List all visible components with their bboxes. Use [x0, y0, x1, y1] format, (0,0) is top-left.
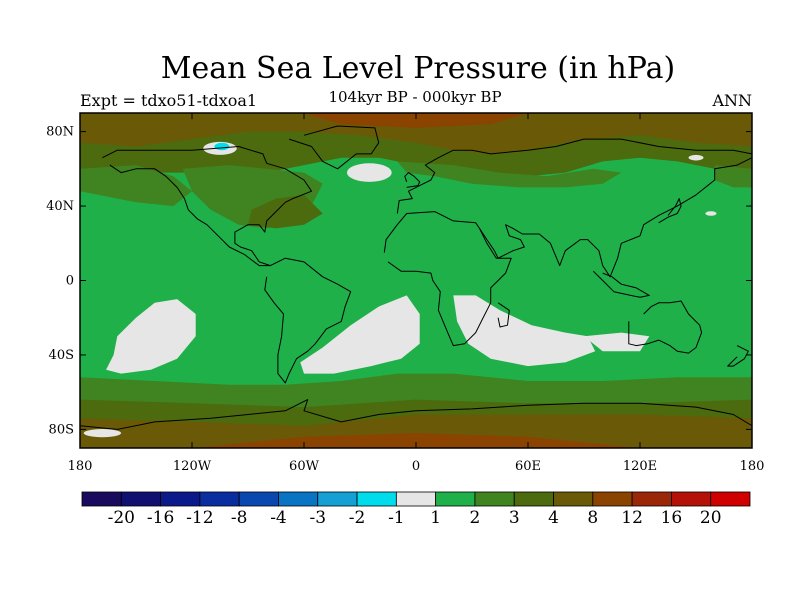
south-atlantic-low-anomaly — [300, 295, 420, 374]
colorbar-swatch — [317, 491, 358, 507]
coast-antarctica — [80, 399, 752, 430]
colorbar-label: 8 — [587, 508, 598, 528]
colorbar-swatch — [395, 491, 437, 507]
colorbar-label: 4 — [548, 508, 559, 528]
hudson-bay-negative-spot — [214, 142, 230, 151]
colorbar-swatch — [513, 491, 554, 507]
siberia-low-spot — [688, 154, 704, 161]
colorbar-label: -20 — [108, 508, 135, 528]
colorbar-label: -2 — [349, 508, 366, 528]
colorbar-swatch — [238, 491, 279, 507]
coast-new-zealand — [727, 345, 749, 367]
colorbar-label: 1 — [430, 508, 441, 528]
north-atlantic-positive — [248, 194, 323, 229]
colorbar-label: -3 — [309, 508, 326, 528]
northwest-pacific-low-spot — [705, 211, 717, 216]
colorbar-label: -8 — [231, 508, 248, 528]
coast-north-america — [102, 146, 312, 267]
arctic-anomaly-max — [304, 113, 528, 128]
lon-tick-label: 0 — [412, 459, 420, 474]
colorbar-label: 20 — [700, 508, 722, 528]
colorbar-label: -12 — [186, 508, 213, 528]
lat-tick-label: 40N — [46, 199, 74, 214]
colorbar-swatch — [710, 491, 751, 507]
colorbar-swatch — [199, 491, 240, 507]
coast-uk — [404, 172, 421, 188]
northwest-pacific-positive — [714, 165, 752, 188]
colorbar-swatch — [631, 491, 672, 507]
south-indian-low-anomaly — [453, 295, 596, 367]
lon-tick-label: 60E — [515, 459, 541, 474]
coast-asia-south — [479, 157, 752, 278]
lon-tick-label: 180 — [740, 459, 765, 474]
colorbar-label: -1 — [388, 508, 405, 528]
lon-tick-label: 180 — [68, 459, 93, 474]
coast-eurasia — [396, 138, 752, 214]
coast-africa — [383, 211, 512, 347]
colorbar-swatch — [356, 491, 397, 507]
lon-tick-label: 120W — [173, 459, 212, 474]
coast-madagascar — [497, 302, 510, 328]
colorbar-swatch — [592, 491, 633, 507]
colorbar-label: -4 — [270, 508, 287, 528]
experiment-label: Expt = tdxo51-tdxoa1 — [80, 91, 258, 110]
colorbar-swatch — [474, 491, 515, 507]
south-pacific-low-anomaly — [106, 299, 196, 374]
colorbar-swatch — [81, 491, 122, 507]
coast-greenland — [288, 125, 380, 170]
colorbar-label: 3 — [509, 508, 520, 528]
lon-tick-label: 120E — [623, 459, 657, 474]
ross-sea-low-spot — [83, 429, 122, 438]
coast-south-america — [264, 257, 352, 384]
antarctic-positive — [80, 414, 752, 448]
lon-tick-label: 60W — [289, 459, 320, 474]
lat-tick-label: 40S — [49, 348, 74, 363]
colorbar-swatch — [160, 491, 201, 507]
south-indian-low-anomaly-tail — [584, 332, 650, 352]
colorbar-swatch — [120, 491, 161, 507]
coast-australia — [628, 300, 703, 354]
lat-tick-label: 80N — [46, 125, 74, 140]
chart-title: Mean Sea Level Pressure (in hPa) — [160, 51, 676, 86]
season-label: ANN — [712, 91, 752, 110]
colorbar-swatch — [435, 491, 476, 507]
north-atlantic-low-anomaly — [346, 163, 392, 182]
colorbar-label: 16 — [661, 508, 683, 528]
coast-indonesia — [592, 270, 650, 298]
colorbar-swatch — [671, 491, 712, 507]
chart-subtitle: 104kyr BP - 000kyr BP — [328, 88, 502, 106]
colorbar-label: 2 — [470, 508, 481, 528]
eurasia-positive — [397, 161, 622, 188]
colorbar-swatch — [553, 491, 594, 507]
coast-japan — [658, 198, 682, 224]
lat-tick-label: 0 — [66, 274, 74, 289]
colorbar-label: -16 — [147, 508, 174, 528]
colorbar-swatch — [278, 491, 319, 507]
colorbar-label: 12 — [621, 508, 643, 528]
arctic-anomaly-core — [80, 113, 752, 154]
lat-tick-label: 80S — [49, 422, 74, 437]
